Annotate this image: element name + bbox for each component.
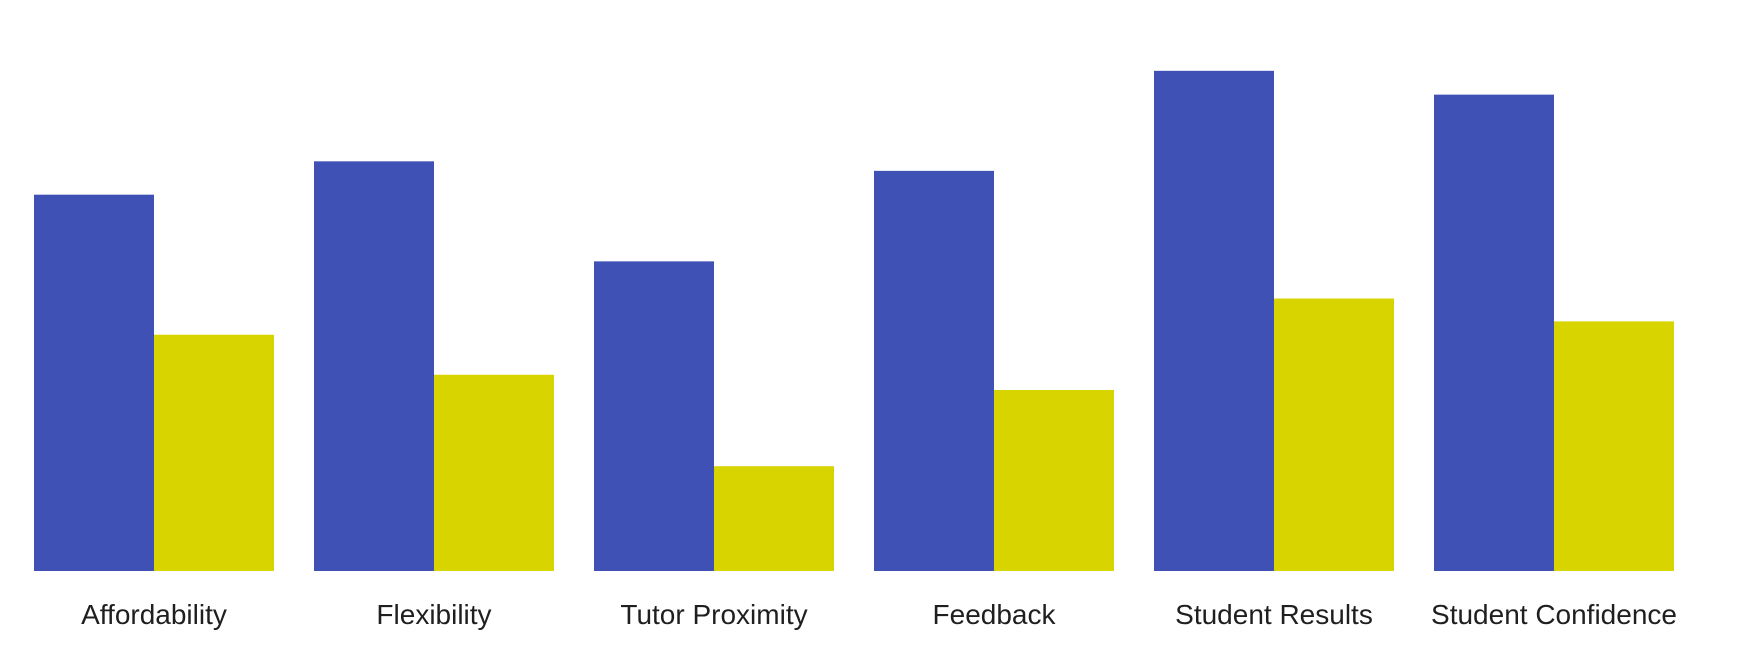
bar-flexibility-series-1 [314,161,434,571]
bar-affordability-series-1 [34,194,154,571]
category-label-affordability: Affordability [81,599,227,630]
bar-student-confidence-series-1 [1434,94,1554,572]
bars-group [34,70,1674,572]
bar-student-confidence-series-2 [1554,321,1674,571]
category-labels-group: Affordability Flexibility Tutor Proximity F… [81,599,1677,630]
bar-feedback-series-2 [994,389,1114,571]
category-label-tutor-proximity: Tutor Proximity [620,599,807,630]
category-label-student-results: Student Results [1175,599,1373,630]
bar-feedback-series-1 [874,170,994,571]
category-label-student-confidence: Student Confidence [1431,599,1677,630]
bar-tutor-proximity-series-2 [714,466,834,571]
bar-student-results-series-1 [1154,70,1274,572]
category-label-feedback: Feedback [933,599,1057,630]
bar-flexibility-series-2 [434,374,554,571]
bar-tutor-proximity-series-1 [594,261,714,571]
bar-affordability-series-2 [154,334,274,571]
bar-student-results-series-2 [1274,298,1394,571]
category-label-flexibility: Flexibility [376,599,491,630]
